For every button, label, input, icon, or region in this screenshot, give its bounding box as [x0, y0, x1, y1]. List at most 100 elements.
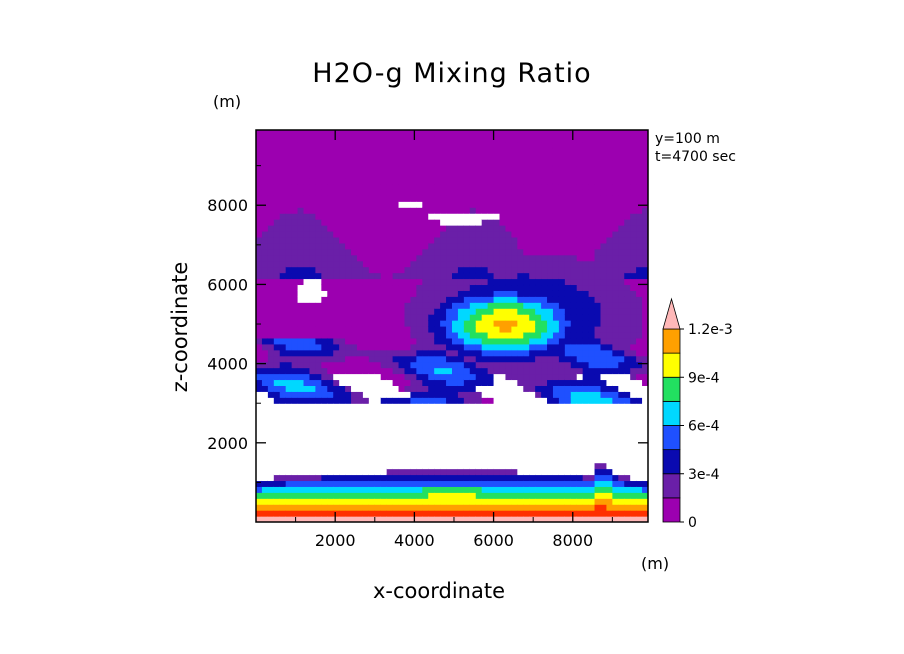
- contour-cell: [463, 331, 471, 339]
- contour-cell: [582, 385, 590, 392]
- contour-cell: [463, 302, 471, 309]
- contour-cell: [457, 397, 465, 404]
- contour-cell: [535, 189, 542, 196]
- contour-cell: [279, 391, 287, 398]
- contour-cell: [333, 296, 340, 303]
- contour-cell: [582, 308, 590, 315]
- contour-cell: [333, 135, 340, 143]
- contour-cell: [368, 183, 376, 190]
- contour-cell: [351, 242, 358, 250]
- contour-cell: [315, 302, 322, 309]
- contour-cell: [351, 320, 358, 327]
- contour-cell: [630, 516, 637, 522]
- contour-cell: [523, 302, 530, 309]
- contour-cell: [558, 426, 566, 434]
- contour-cell: [606, 492, 613, 499]
- contour-cell: [452, 177, 459, 185]
- contour-cell: [505, 391, 512, 398]
- contour-cell: [321, 130, 328, 137]
- contour-cell: [256, 498, 263, 505]
- contour-cell: [392, 516, 400, 522]
- contour-cell: [463, 409, 471, 416]
- contour-cell: [440, 296, 447, 303]
- contour-cell: [493, 242, 501, 250]
- contour-cell: [404, 462, 412, 470]
- contour-cell: [279, 432, 287, 440]
- contour-cell: [523, 141, 530, 149]
- colorbar-swatch: [662, 449, 681, 475]
- contour-cell: [582, 516, 590, 522]
- contour-cell: [273, 480, 281, 487]
- contour-cell: [309, 379, 316, 386]
- contour-cell: [374, 504, 382, 511]
- contour-cell: [285, 266, 293, 274]
- contour-cell: [457, 183, 465, 190]
- contour-cell: [321, 498, 328, 505]
- contour-cell: [362, 326, 370, 333]
- contour-cell: [285, 225, 293, 232]
- contour-cell: [339, 141, 346, 149]
- contour-cell: [618, 468, 625, 476]
- contour-cell: [552, 272, 560, 280]
- contour-cell: [351, 248, 358, 256]
- contour-cell: [279, 492, 287, 499]
- contour-cell: [505, 213, 512, 220]
- contour-cell: [463, 260, 471, 268]
- contour-cell: [273, 426, 281, 434]
- contour-cell: [594, 207, 602, 214]
- contour-cell: [594, 361, 602, 369]
- contour-cell: [392, 373, 400, 381]
- contour-cell: [261, 177, 269, 185]
- contour-cell: [463, 468, 471, 476]
- contour-cell: [594, 278, 602, 286]
- contour-cell: [327, 159, 334, 167]
- contour-cell: [303, 278, 311, 286]
- contour-cell: [558, 492, 566, 499]
- contour-cell: [487, 260, 495, 268]
- contour-cell: [356, 189, 364, 196]
- contour-cell: [541, 141, 548, 149]
- contour-cell: [374, 171, 382, 179]
- contour-cell: [547, 421, 554, 428]
- contour-cell: [570, 320, 578, 327]
- contour-cell: [558, 438, 566, 446]
- contour-cell: [499, 432, 507, 440]
- contour-cell: [636, 254, 643, 262]
- contour-cell: [309, 236, 316, 244]
- contour-cell: [541, 438, 548, 446]
- contour-cell: [351, 415, 358, 422]
- contour-cell: [582, 426, 590, 434]
- contour-cell: [380, 272, 388, 280]
- contour-cell: [291, 391, 299, 398]
- contour-cell: [446, 361, 453, 369]
- contour-cell: [368, 373, 376, 381]
- contour-cell: [267, 385, 275, 392]
- contour-cell: [624, 290, 631, 297]
- contour-cell: [594, 516, 602, 522]
- contour-cell: [285, 290, 293, 297]
- contour-cell: [535, 326, 542, 333]
- contour-cell: [588, 498, 596, 505]
- contour-cell: [529, 213, 536, 220]
- contour-cell: [267, 225, 275, 232]
- contour-cell: [422, 438, 429, 446]
- contour-cell: [475, 337, 483, 345]
- contour-cell: [380, 130, 388, 137]
- contour-cell: [297, 272, 305, 280]
- contour-cell: [440, 266, 447, 274]
- contour-cell: [517, 135, 524, 143]
- y-tick-label: 6000: [207, 275, 248, 294]
- contour-cell: [256, 189, 263, 196]
- contour-cell: [452, 141, 459, 149]
- contour-cell: [499, 480, 507, 487]
- contour-cell: [469, 462, 477, 470]
- contour-cell: [422, 504, 429, 511]
- contour-cell: [576, 236, 584, 244]
- contour-cell: [368, 438, 376, 446]
- contour-cell: [303, 201, 311, 208]
- contour-cell: [594, 337, 602, 345]
- contour-cell: [636, 213, 643, 220]
- contour-cell: [351, 326, 358, 333]
- contour-cell: [327, 177, 334, 185]
- contour-cell: [481, 516, 489, 522]
